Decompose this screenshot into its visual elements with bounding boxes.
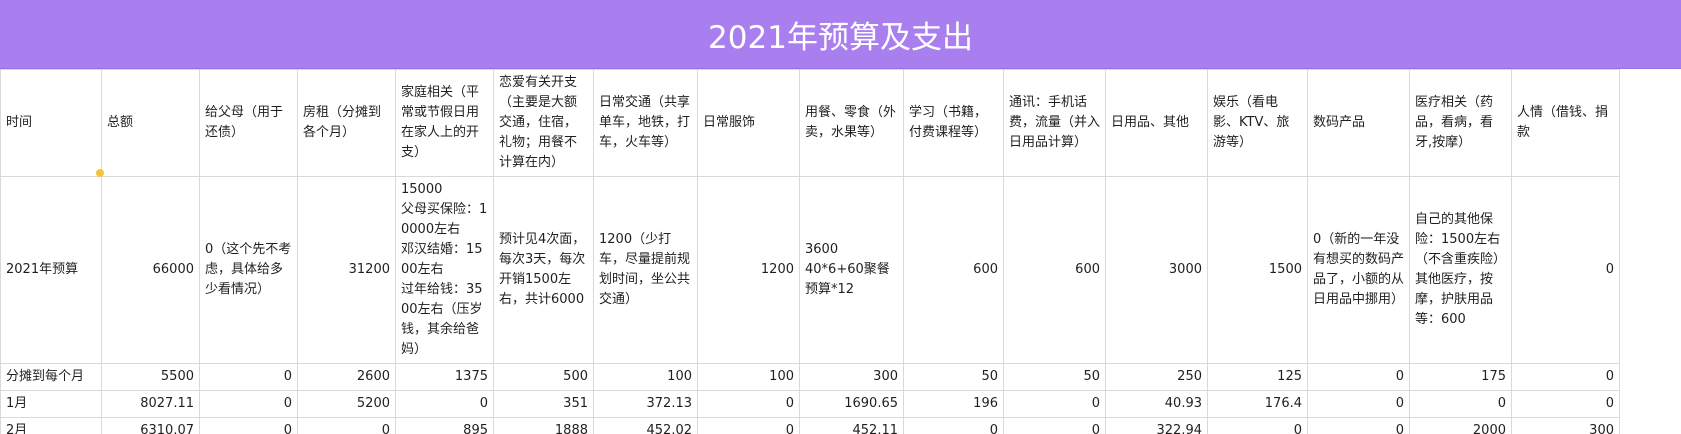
header-cell[interactable]: 时间 xyxy=(0,69,102,177)
table-cell[interactable]: 322.94 xyxy=(1105,417,1208,434)
table-cell[interactable]: 50 xyxy=(1003,363,1106,391)
table-row: 2021年预算 66000 0（这个先不考虑，具体给多少看情况） 31200 15000… xyxy=(0,176,1620,364)
header-cell[interactable]: 日常交通（共享单车，地铁，打车，火车等） xyxy=(593,69,698,177)
table-cell[interactable]: 5500 xyxy=(101,363,200,391)
table-cell[interactable]: 0 xyxy=(1511,176,1620,364)
table-cell[interactable]: 0 xyxy=(903,417,1004,434)
table-cell[interactable]: 1375 xyxy=(395,363,494,391)
cell-cursor-dot xyxy=(96,169,104,177)
header-cell[interactable]: 娱乐（看电影、KTV、旅游等） xyxy=(1207,69,1308,177)
table-cell[interactable]: 40.93 xyxy=(1105,390,1208,418)
table-cell[interactable]: 0 xyxy=(1511,390,1620,418)
table-cell[interactable]: 300 xyxy=(1511,417,1620,434)
table-cell[interactable]: 3600 40*6+60聚餐预算*12 xyxy=(799,176,904,364)
row-label-cell[interactable]: 2021年预算 xyxy=(0,176,102,364)
table-cell[interactable]: 250 xyxy=(1105,363,1208,391)
table-cell[interactable]: 100 xyxy=(697,363,800,391)
table-cell[interactable]: 8027.11 xyxy=(101,390,200,418)
table-cell[interactable]: 125 xyxy=(1207,363,1308,391)
row-label-cell[interactable]: 分摊到每个月 xyxy=(0,363,102,391)
table-cell[interactable]: 15000 父母买保险：10000左右 邓汉结婚：1500左右 过年给钱：350… xyxy=(395,176,494,364)
table-cell[interactable]: 0 xyxy=(1307,417,1410,434)
table-cell[interactable]: 0 xyxy=(697,417,800,434)
table-cell[interactable]: 0 xyxy=(199,390,298,418)
table-cell[interactable]: 100 xyxy=(593,363,698,391)
table-cell[interactable]: 6310.07 xyxy=(101,417,200,434)
table-row: 1月 8027.11 0 5200 0 351 372.13 0 1690.65 196 0 40.9… xyxy=(0,390,1620,418)
table-cell[interactable]: 0 xyxy=(1307,390,1410,418)
table-cell[interactable]: 0 xyxy=(1207,417,1308,434)
header-cell[interactable]: 房租（分摊到各个月） xyxy=(297,69,396,177)
table-cell[interactable]: 50 xyxy=(903,363,1004,391)
table-cell[interactable]: 1500 xyxy=(1207,176,1308,364)
table-cell[interactable]: 66000 xyxy=(101,176,200,364)
header-cell[interactable]: 日用品、其他 xyxy=(1105,69,1208,177)
header-cell[interactable]: 恋爱有关开支（主要是大额交通，住宿，礼物；用餐不计算在内） xyxy=(493,69,594,177)
table-cell[interactable]: 2600 xyxy=(297,363,396,391)
table-cell[interactable]: 3000 xyxy=(1105,176,1208,364)
table-cell[interactable]: 600 xyxy=(1003,176,1106,364)
table-cell[interactable]: 600 xyxy=(903,176,1004,364)
table-cell[interactable]: 300 xyxy=(799,363,904,391)
table-cell[interactable]: 31200 xyxy=(297,176,396,364)
header-cell[interactable]: 医疗相关（药品，看病，看牙,按摩） xyxy=(1409,69,1512,177)
table-row: 分摊到每个月 5500 0 2600 1375 500 100 100 300 50 50 250 12… xyxy=(0,363,1620,391)
table-cell[interactable]: 0 xyxy=(199,363,298,391)
table-cell[interactable]: 452.11 xyxy=(799,417,904,434)
table-cell[interactable]: 0（新的一年没有想买的数码产品了，小额的从日用品中挪用） xyxy=(1307,176,1410,364)
table-row: 2月 6310.07 0 0 895 1888 452.02 0 452.11 0 0 322.94 0… xyxy=(0,417,1620,434)
budget-table: 时间 总额 给父母（用于还债） 房租（分摊到各个月） 家庭相关（平常或节假日用在家人上的… xyxy=(0,69,1620,434)
header-cell[interactable]: 给父母（用于还债） xyxy=(199,69,298,177)
header-row: 时间 总额 给父母（用于还债） 房租（分摊到各个月） 家庭相关（平常或节假日用在家人上的… xyxy=(0,69,1620,177)
table-cell[interactable]: 0（这个先不考虑，具体给多少看情况） xyxy=(199,176,298,364)
table-cell[interactable]: 5200 xyxy=(297,390,396,418)
table-cell[interactable]: 1888 xyxy=(493,417,594,434)
table-cell[interactable]: 372.13 xyxy=(593,390,698,418)
table-cell[interactable]: 0 xyxy=(395,390,494,418)
header-cell[interactable]: 学习（书籍，付费课程等） xyxy=(903,69,1004,177)
header-cell[interactable]: 用餐、零食（外卖，水果等） xyxy=(799,69,904,177)
sheet-title[interactable]: 2021年预算及支出 xyxy=(0,0,1681,69)
table-cell[interactable]: 0 xyxy=(1511,363,1620,391)
table-cell[interactable]: 500 xyxy=(493,363,594,391)
header-cell[interactable]: 总额 xyxy=(101,69,200,177)
header-cell[interactable]: 人情（借钱、捐款 xyxy=(1511,69,1620,177)
table-cell[interactable]: 175 xyxy=(1409,363,1512,391)
header-cell[interactable]: 数码产品 xyxy=(1307,69,1410,177)
table-cell[interactable]: 1690.65 xyxy=(799,390,904,418)
table-cell[interactable]: 预计见4次面，每次3天，每次开销1500左右，共计6000 xyxy=(493,176,594,364)
table-cell[interactable]: 0 xyxy=(697,390,800,418)
table-cell[interactable]: 895 xyxy=(395,417,494,434)
header-cell[interactable]: 日常服饰 xyxy=(697,69,800,177)
table-cell[interactable]: 0 xyxy=(1307,363,1410,391)
header-cell[interactable]: 家庭相关（平常或节假日用在家人上的开支） xyxy=(395,69,494,177)
table-cell[interactable]: 0 xyxy=(1003,390,1106,418)
table-cell[interactable]: 176.4 xyxy=(1207,390,1308,418)
header-cell[interactable]: 通讯：手机话费，流量（并入日用品计算） xyxy=(1003,69,1106,177)
row-label-cell[interactable]: 1月 xyxy=(0,390,102,418)
table-cell[interactable]: 351 xyxy=(493,390,594,418)
table-cell[interactable]: 452.02 xyxy=(593,417,698,434)
table-cell[interactable]: 2000 xyxy=(1409,417,1512,434)
table-cell[interactable]: 196 xyxy=(903,390,1004,418)
row-label-cell[interactable]: 2月 xyxy=(0,417,102,434)
table-cell[interactable]: 0 xyxy=(297,417,396,434)
table-cell[interactable]: 1200 xyxy=(697,176,800,364)
table-cell[interactable]: 0 xyxy=(199,417,298,434)
table-cell[interactable]: 自己的其他保险：1500左右（不含重疾险） 其他医疗，按摩，护肤用品等：600 xyxy=(1409,176,1512,364)
table-cell[interactable]: 0 xyxy=(1409,390,1512,418)
table-cell[interactable]: 1200（少打车，尽量提前规划时间，坐公共交通） xyxy=(593,176,698,364)
table-cell[interactable]: 0 xyxy=(1003,417,1106,434)
